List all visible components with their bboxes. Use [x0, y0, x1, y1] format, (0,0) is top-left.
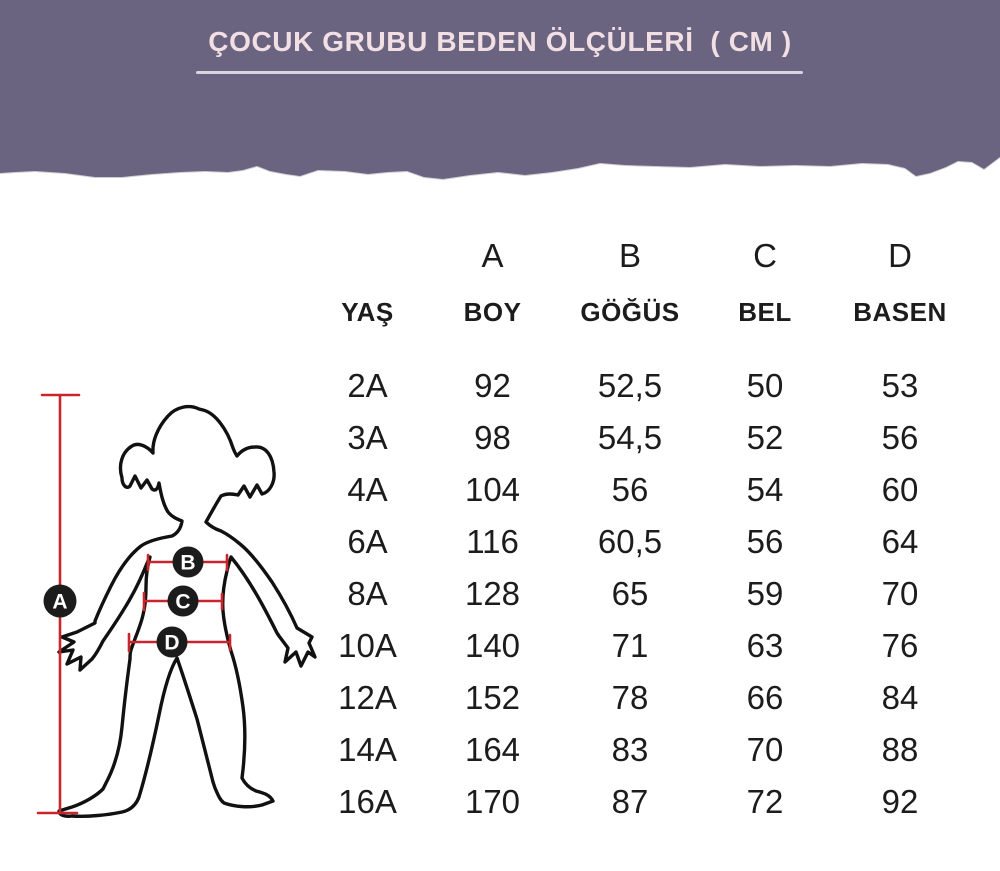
value-cell: 53	[881, 366, 919, 404]
child-measurement-diagram: A B C D	[36, 393, 317, 818]
letter-cell: C	[753, 236, 777, 274]
value-cell: 64	[881, 522, 919, 560]
value-cell: 52	[746, 418, 784, 456]
value-cell: 88	[881, 730, 919, 768]
marker-a: A	[43, 584, 77, 618]
letter-cell: A	[481, 236, 504, 274]
value-cell: 83	[611, 730, 649, 768]
value-cell: 152	[464, 678, 521, 716]
marker-d: D	[156, 626, 188, 658]
value-cell: 104	[464, 470, 521, 508]
value-cell: 60,5	[597, 522, 663, 560]
page-title: ÇOCUK GRUBU BEDEN ÖLÇÜLERİ ( CM )	[208, 26, 792, 57]
value-cell: 98	[474, 418, 511, 456]
value-cell: 54,5	[597, 418, 663, 456]
header-banner-shape	[0, 0, 1000, 179]
value-cell: 87	[611, 782, 649, 820]
column-header-boy: BOY	[463, 297, 522, 327]
value-cell: 84	[881, 678, 919, 716]
marker-b-label: B	[180, 552, 195, 575]
age-cell: 2A	[347, 366, 388, 404]
age-cell: 16A	[338, 782, 397, 820]
age-cell: 8A	[347, 574, 388, 612]
value-cell: 70	[746, 730, 784, 768]
value-cell: 78	[611, 678, 649, 716]
age-cell: 10A	[338, 626, 397, 664]
value-cell: 56	[746, 522, 784, 560]
size-table-rows: 2A 92 52,5 50 53 3A 98 54,5 52 56 4A 104 56 54 60 6A 116…	[310, 359, 970, 827]
marker-b: B	[172, 546, 204, 578]
value-cell: 92	[474, 366, 511, 404]
value-cell: 66	[746, 678, 784, 716]
age-cell: 3A	[347, 418, 388, 456]
marker-c-label: C	[175, 591, 190, 614]
marker-c: C	[167, 585, 199, 617]
value-cell: 50	[746, 366, 784, 404]
age-cell: 4A	[347, 470, 388, 508]
value-cell: 170	[464, 782, 521, 820]
column-header-gogus: GÖĞÜS	[580, 297, 680, 327]
value-cell: 116	[466, 522, 519, 560]
value-cell: 140	[464, 626, 521, 664]
value-cell: 65	[611, 574, 649, 612]
marker-d-label: D	[164, 632, 179, 655]
value-cell: 63	[746, 626, 784, 664]
value-cell: 59	[746, 574, 784, 612]
value-cell: 54	[746, 470, 784, 508]
value-cell: 56	[881, 418, 919, 456]
column-letter-row: A B C D	[310, 228, 970, 282]
value-cell: 128	[464, 574, 521, 612]
age-cell: 6A	[347, 522, 388, 560]
age-cell: 12A	[338, 678, 397, 716]
value-cell: 72	[746, 782, 784, 820]
column-header-yas: YAŞ	[341, 297, 394, 327]
value-cell: 76	[881, 626, 919, 664]
value-cell: 92	[881, 782, 919, 820]
title-underline	[196, 71, 803, 74]
value-cell: 52,5	[597, 366, 663, 404]
column-header-basen: BASEN	[853, 297, 947, 327]
value-cell: 164	[464, 730, 521, 768]
letter-cell: D	[888, 236, 912, 274]
column-header-row: YAŞ BOY GÖĞÜS BEL BASEN	[310, 284, 970, 340]
header-banner	[0, 0, 1000, 186]
value-cell: 70	[881, 574, 919, 612]
value-cell: 60	[881, 470, 919, 508]
value-cell: 71	[611, 626, 649, 664]
marker-a-label: A	[52, 591, 67, 614]
value-cell: 56	[611, 470, 649, 508]
column-header-bel: BEL	[738, 297, 792, 327]
age-cell: 14A	[338, 730, 397, 768]
letter-cell: B	[618, 236, 641, 274]
